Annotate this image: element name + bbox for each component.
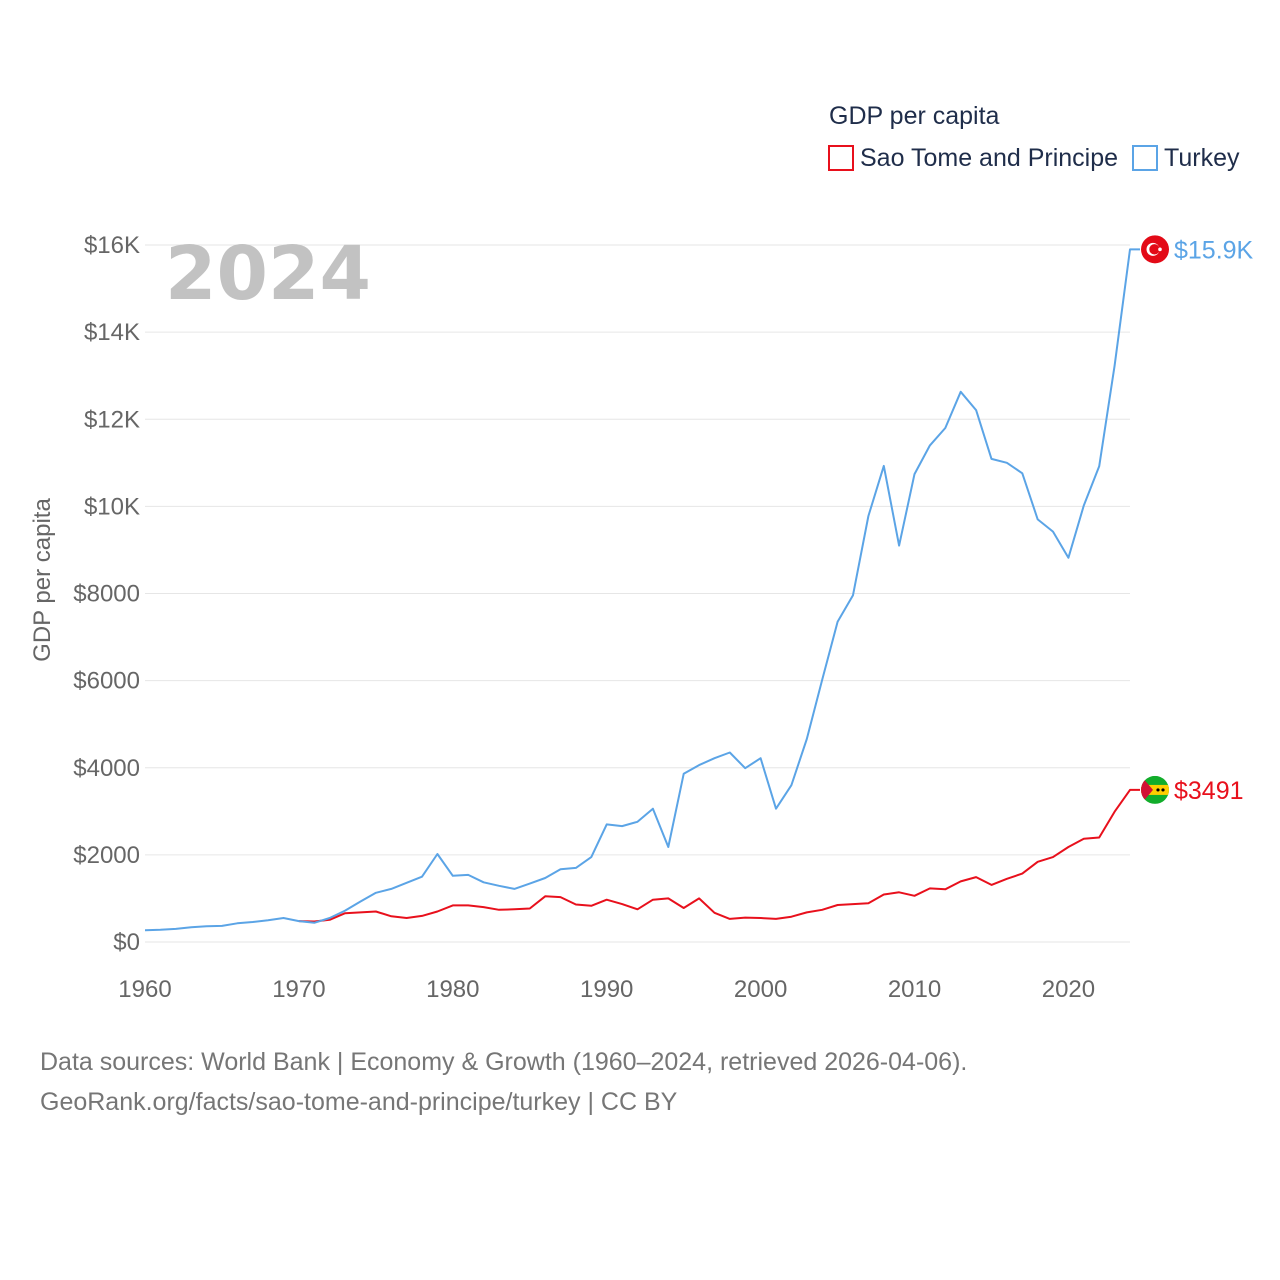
y-tick-label: $4000 [73, 755, 140, 782]
series-line-0 [298, 788, 1140, 923]
y-tick-label: $0 [113, 929, 140, 956]
legend-label-sao-tome[interactable]: Sao Tome and Principe [860, 144, 1118, 172]
series-end-labels: $3491 $15.9K [1141, 235, 1254, 805]
x-tick-label: 1980 [426, 976, 479, 1003]
legend: GDP per capita Sao Tome and Principe Tur… [828, 102, 1240, 172]
legend-swatch-turkey[interactable] [1132, 145, 1158, 171]
legend-title: GDP per capita [829, 102, 1000, 130]
x-tick-label: 2000 [734, 976, 787, 1003]
x-tick-label: 1970 [272, 976, 325, 1003]
legend-swatch-sao-tome[interactable] [828, 145, 854, 171]
grid-lines [145, 244, 1130, 943]
y-tick-label: $6000 [73, 668, 140, 695]
y-tick-label: $2000 [73, 842, 140, 869]
series-lines [144, 248, 1140, 932]
data-sources-text: Data sources: World Bank | Economy & Gro… [40, 1048, 968, 1076]
y-tick-label: $16K [84, 232, 140, 259]
x-tick-label: 2010 [888, 976, 941, 1003]
end-label-0: $3491 [1174, 777, 1244, 805]
year-watermark: 2024 [165, 231, 371, 317]
y-axis-ticks: $0 $2000 $4000 $6000 $8000 $10K $12K $14K $16K [73, 232, 140, 956]
x-tick-label: 2020 [1042, 976, 1095, 1003]
y-axis-label: GDP per capita [29, 498, 56, 662]
end-label-1: $15.9K [1174, 236, 1254, 264]
y-tick-label: $10K [84, 493, 140, 520]
y-tick-label: $8000 [73, 581, 140, 608]
y-tick-label: $14K [84, 319, 140, 346]
legend-label-turkey[interactable]: Turkey [1164, 144, 1240, 172]
x-axis-ticks: 1960 1970 1980 1990 2000 2010 2020 [118, 976, 1095, 1003]
x-tick-label: 1960 [118, 976, 171, 1003]
turkey-flag-icon [1141, 235, 1169, 264]
gdp-chart: $0 $2000 $4000 $6000 $8000 $10K $12K $14K $16K 1… [29, 102, 1254, 1003]
source-link-text[interactable]: GeoRank.org/facts/sao-tome-and-principe/… [40, 1088, 678, 1116]
y-tick-label: $12K [84, 406, 140, 433]
sao-tome-and-principe-flag-icon [1141, 775, 1169, 804]
x-tick-label: 1990 [580, 976, 633, 1003]
footer: Data sources: World Bank | Economy & Gro… [40, 1042, 967, 1122]
series-line-1 [144, 248, 1140, 932]
